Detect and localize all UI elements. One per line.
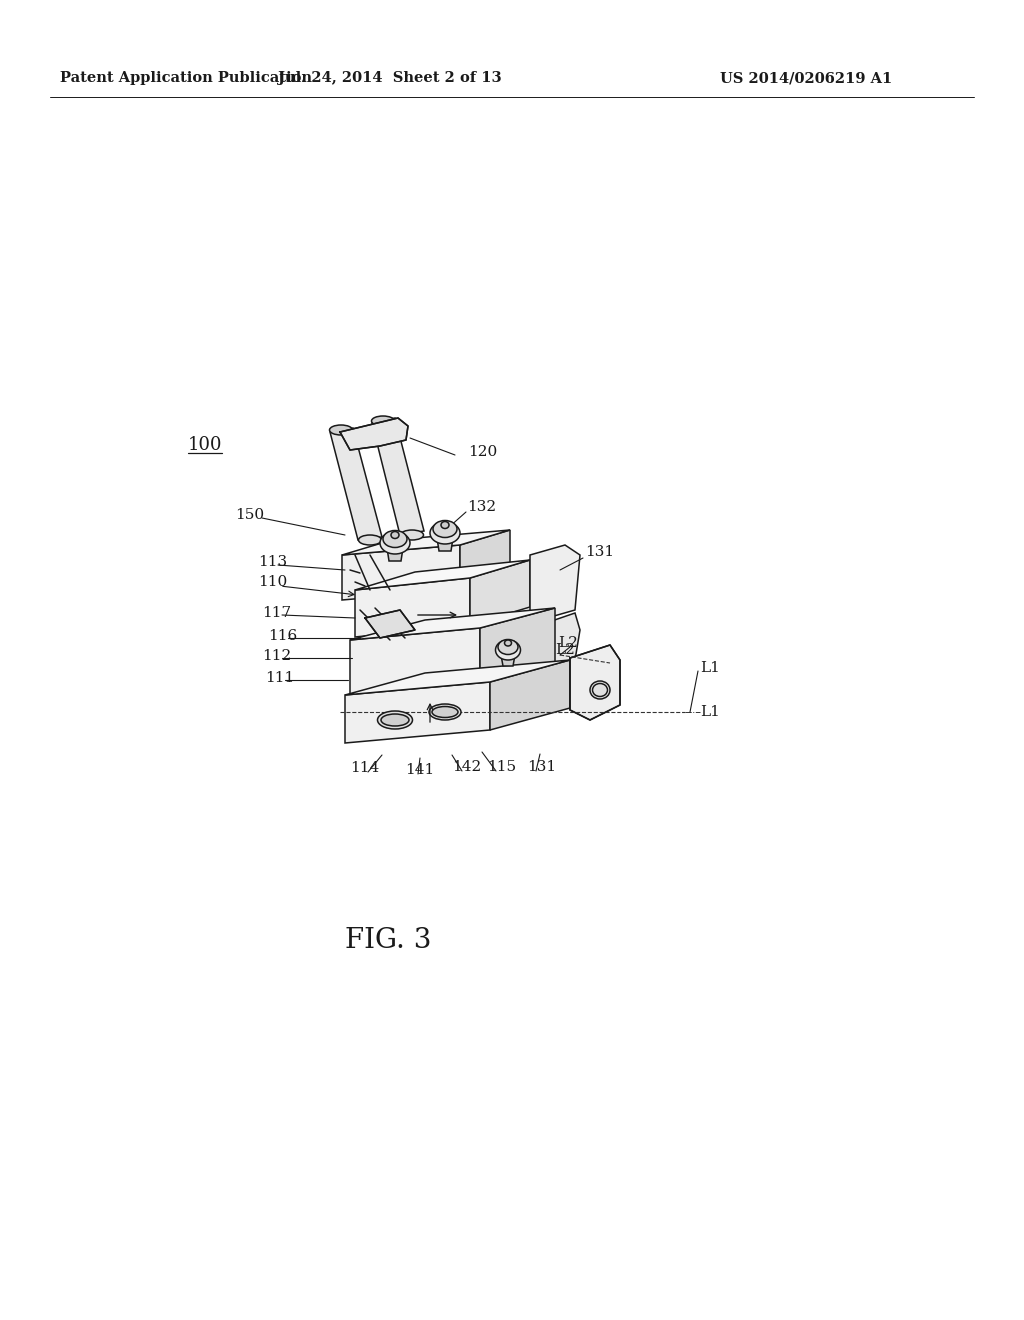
Polygon shape bbox=[460, 531, 510, 590]
Polygon shape bbox=[350, 609, 555, 640]
Text: 117: 117 bbox=[262, 606, 291, 620]
Ellipse shape bbox=[380, 532, 410, 554]
Ellipse shape bbox=[441, 521, 449, 528]
Text: 110: 110 bbox=[258, 576, 288, 589]
Polygon shape bbox=[342, 545, 460, 601]
Ellipse shape bbox=[372, 416, 394, 426]
Polygon shape bbox=[530, 545, 580, 620]
Ellipse shape bbox=[498, 639, 518, 655]
Text: L2: L2 bbox=[555, 643, 574, 657]
Polygon shape bbox=[330, 428, 382, 540]
Ellipse shape bbox=[378, 711, 413, 729]
Text: 113: 113 bbox=[258, 554, 287, 569]
Ellipse shape bbox=[400, 531, 424, 540]
Polygon shape bbox=[350, 628, 480, 702]
Ellipse shape bbox=[391, 532, 399, 539]
Ellipse shape bbox=[383, 531, 407, 548]
Polygon shape bbox=[372, 418, 424, 535]
Text: Jul. 24, 2014  Sheet 2 of 13: Jul. 24, 2014 Sheet 2 of 13 bbox=[279, 71, 502, 84]
Ellipse shape bbox=[381, 714, 409, 726]
Polygon shape bbox=[501, 655, 515, 667]
Ellipse shape bbox=[433, 520, 457, 537]
Ellipse shape bbox=[432, 706, 458, 718]
Polygon shape bbox=[340, 418, 408, 450]
Ellipse shape bbox=[429, 704, 461, 719]
Polygon shape bbox=[470, 560, 530, 624]
Text: 141: 141 bbox=[406, 763, 434, 777]
Ellipse shape bbox=[593, 684, 607, 697]
Text: L1: L1 bbox=[700, 661, 720, 675]
Text: 131: 131 bbox=[585, 545, 614, 558]
Text: 132: 132 bbox=[467, 500, 496, 513]
Text: L2: L2 bbox=[558, 636, 578, 649]
Ellipse shape bbox=[430, 521, 460, 544]
Text: FIG. 3: FIG. 3 bbox=[345, 927, 431, 953]
Text: 150: 150 bbox=[234, 508, 264, 521]
Ellipse shape bbox=[496, 640, 520, 660]
Polygon shape bbox=[355, 578, 470, 638]
Text: 100: 100 bbox=[188, 436, 222, 454]
Text: 142: 142 bbox=[452, 760, 481, 774]
Polygon shape bbox=[365, 610, 415, 638]
Polygon shape bbox=[345, 660, 570, 696]
Ellipse shape bbox=[505, 640, 512, 645]
Text: 112: 112 bbox=[262, 649, 291, 663]
Polygon shape bbox=[570, 645, 620, 719]
Ellipse shape bbox=[330, 425, 352, 436]
Text: 120: 120 bbox=[468, 445, 498, 459]
Ellipse shape bbox=[358, 535, 382, 545]
Text: 111: 111 bbox=[265, 671, 294, 685]
Polygon shape bbox=[387, 548, 403, 561]
Polygon shape bbox=[490, 660, 570, 730]
Text: 131: 131 bbox=[527, 760, 556, 774]
Polygon shape bbox=[355, 560, 530, 590]
Text: L1: L1 bbox=[700, 705, 720, 719]
Text: 115: 115 bbox=[487, 760, 516, 774]
Text: 114: 114 bbox=[350, 762, 379, 775]
Polygon shape bbox=[437, 539, 453, 550]
Polygon shape bbox=[480, 609, 555, 690]
Polygon shape bbox=[345, 682, 490, 743]
Ellipse shape bbox=[590, 681, 610, 700]
Text: Patent Application Publication: Patent Application Publication bbox=[60, 71, 312, 84]
Text: 116: 116 bbox=[268, 630, 297, 643]
Text: US 2014/0206219 A1: US 2014/0206219 A1 bbox=[720, 71, 892, 84]
Polygon shape bbox=[342, 531, 510, 554]
Polygon shape bbox=[535, 612, 580, 672]
